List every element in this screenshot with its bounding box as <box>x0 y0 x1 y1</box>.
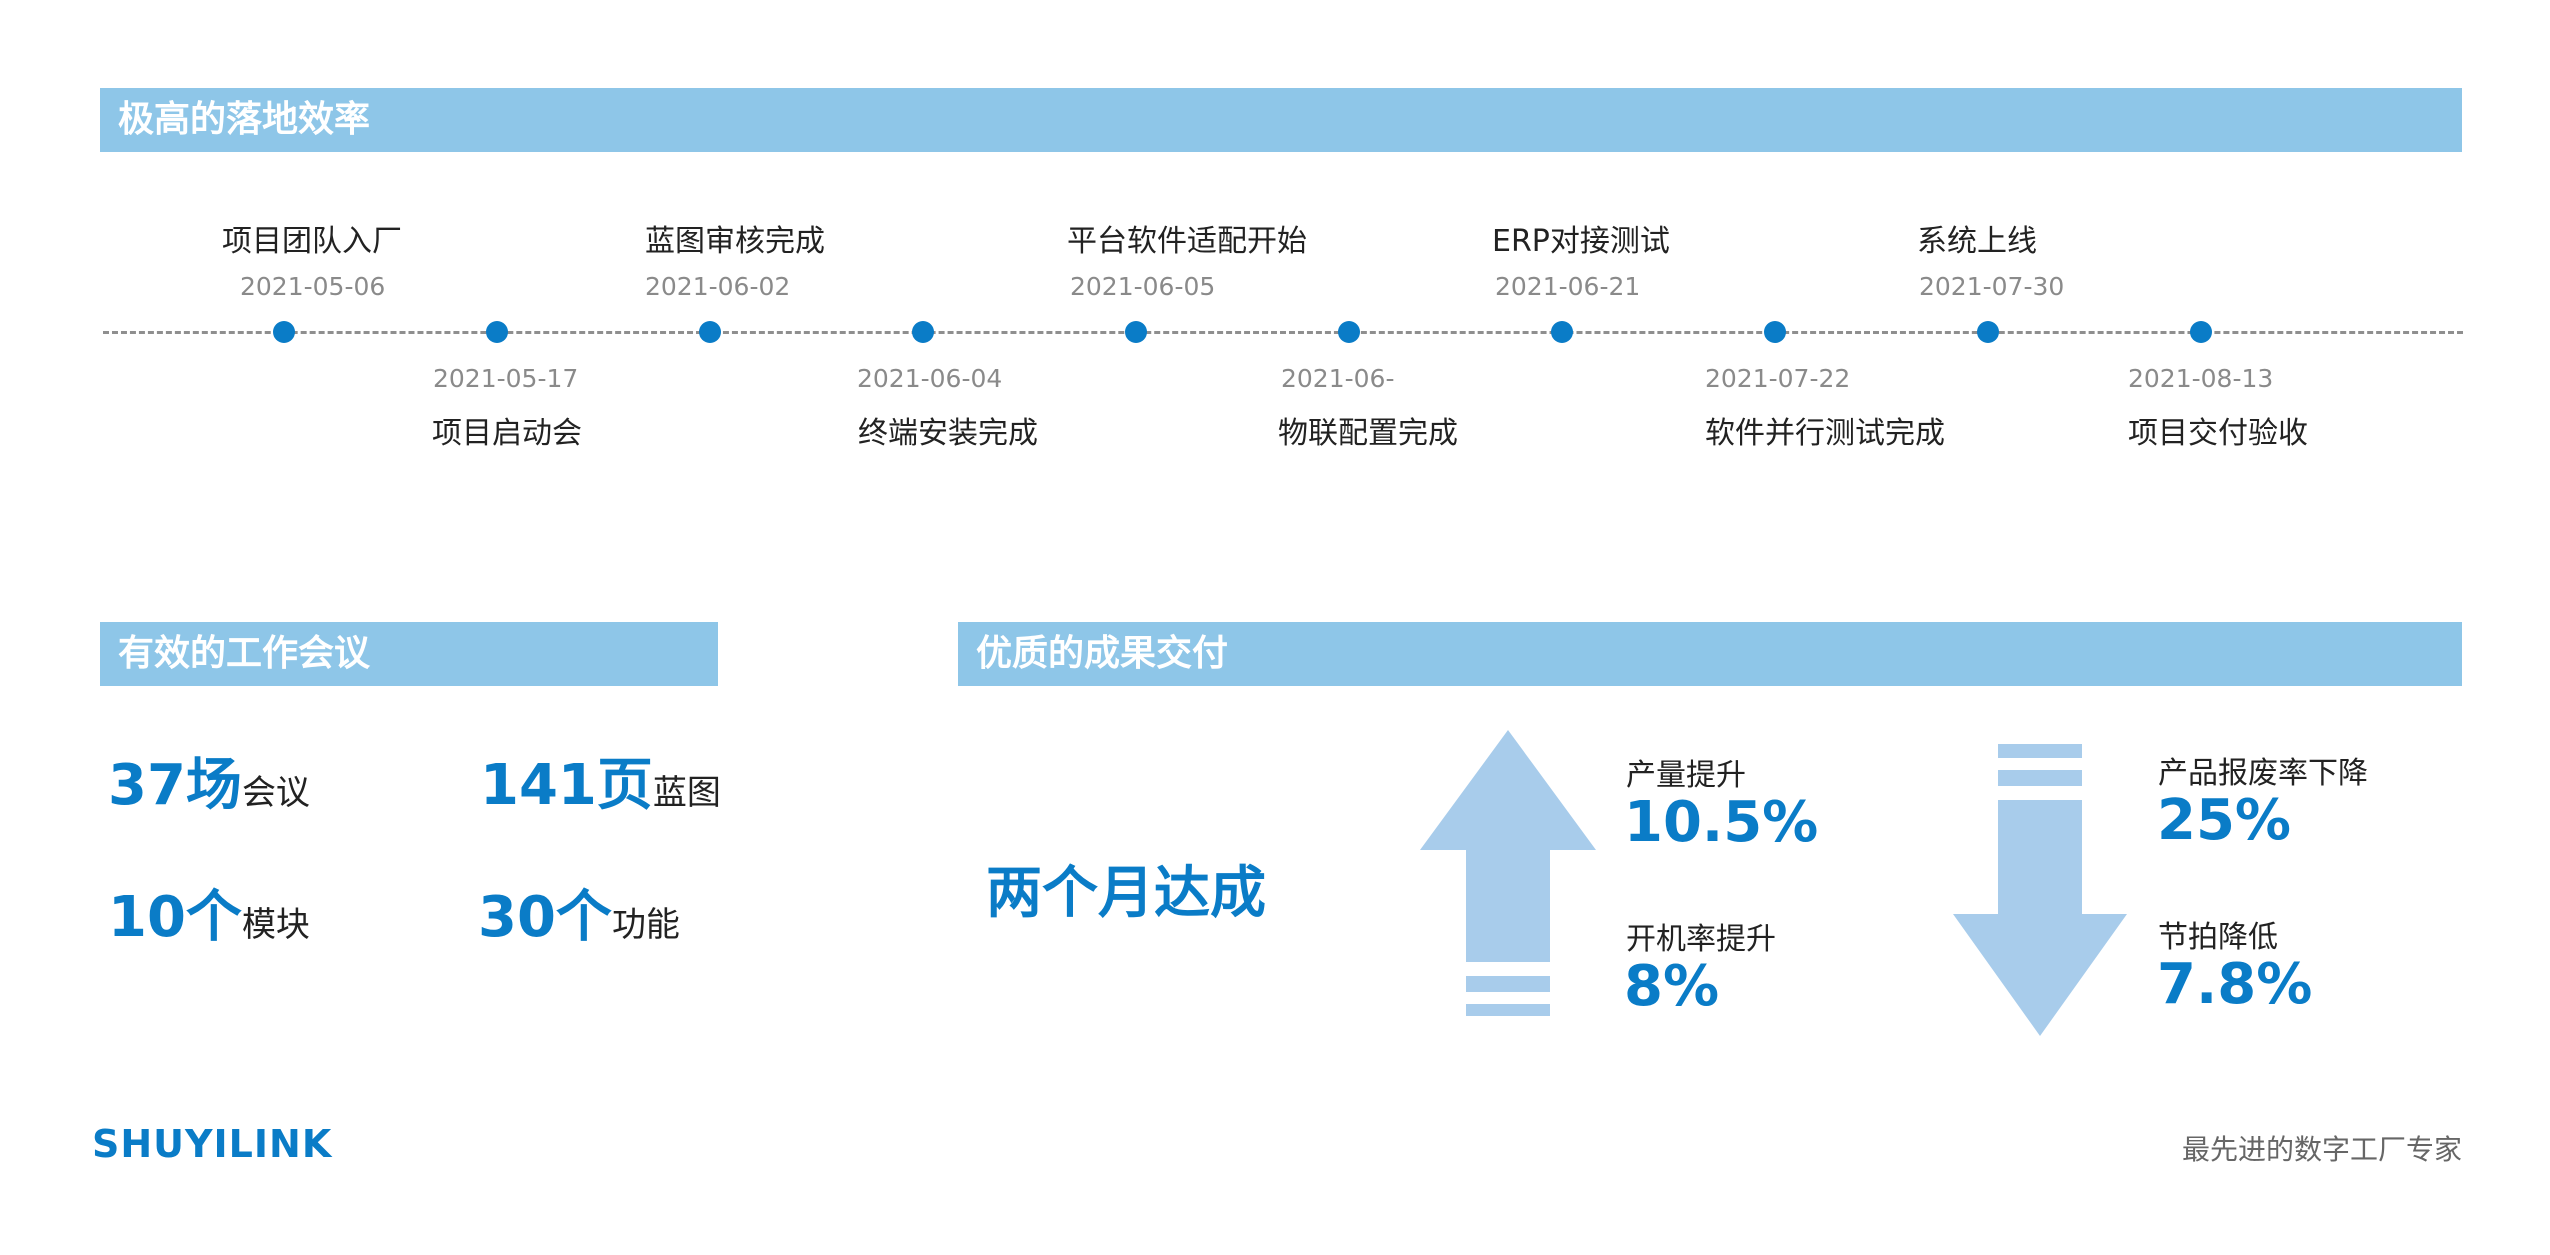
metric-value: 25% <box>2157 788 2292 853</box>
milestone-title: 项目交付验收 <box>2128 416 2308 451</box>
metric-value: 10.5% <box>1624 790 1819 855</box>
section-header-efficiency: 极高的落地效率 <box>100 88 2462 152</box>
stat-modules: 10个模块 <box>108 872 310 953</box>
results-headline: 两个月达成 <box>986 861 1266 926</box>
milestone-title: 蓝图审核完成 <box>645 224 825 259</box>
stat-number: 10个 <box>108 885 242 950</box>
milestone-title: 项目团队入厂 <box>222 224 402 259</box>
timeline-dot <box>699 321 721 343</box>
timeline-dot <box>1338 321 1360 343</box>
milestone-date: 2021-07-30 <box>1919 272 2065 301</box>
timeline-dot <box>2190 321 2212 343</box>
arrow-up-icon <box>1420 730 1596 1016</box>
stat-unit: 模块 <box>241 905 310 945</box>
milestone-date: 2021-06-02 <box>645 272 791 301</box>
metric-label: 产量提升 <box>1626 758 1746 793</box>
milestone-title: 平台软件适配开始 <box>1067 224 1307 259</box>
stat-blueprint: 141页蓝图 <box>480 740 721 821</box>
milestone-date: 2021-05-06 <box>240 272 386 301</box>
milestone-date: 2021-06- <box>1281 364 1395 393</box>
metric-label: 开机率提升 <box>1626 922 1776 957</box>
milestone-date: 2021-06-04 <box>857 364 1003 393</box>
milestone-title: 软件并行测试完成 <box>1705 416 1945 451</box>
milestone-date: 2021-06-05 <box>1070 272 1216 301</box>
milestone-date: 2021-08-13 <box>2128 364 2274 393</box>
stat-number: 37场 <box>108 753 242 818</box>
stat-meetings: 37场会议 <box>108 740 310 821</box>
metric-label: 产品报废率下降 <box>2158 756 2368 791</box>
timeline-dot <box>1764 321 1786 343</box>
brand-logo: SHUYILINK <box>92 1122 333 1166</box>
stat-unit: 会议 <box>241 773 310 813</box>
stat-number: 141页 <box>480 753 653 818</box>
metric-value: 8% <box>1624 954 1720 1019</box>
timeline-dot <box>1125 321 1147 343</box>
milestone-title: 系统上线 <box>1917 224 2037 259</box>
milestone-date: 2021-07-22 <box>1705 364 1851 393</box>
stat-functions: 30个功能 <box>478 872 680 953</box>
timeline-axis <box>103 331 2463 334</box>
timeline-dot <box>1551 321 1573 343</box>
timeline-dot <box>1977 321 1999 343</box>
milestone-title: 项目启动会 <box>432 416 582 451</box>
metric-value: 7.8% <box>2157 952 2313 1017</box>
stat-number: 30个 <box>478 885 612 950</box>
section-header-meetings: 有效的工作会议 <box>100 622 718 686</box>
section-header-results: 优质的成果交付 <box>958 622 2462 686</box>
milestone-title: 终端安装完成 <box>858 416 1038 451</box>
timeline-dot <box>912 321 934 343</box>
stat-unit: 蓝图 <box>652 773 721 813</box>
footer-tagline: 最先进的数字工厂专家 <box>2181 1133 2462 1166</box>
timeline-dot <box>273 321 295 343</box>
stat-unit: 功能 <box>611 905 680 945</box>
milestone-title: 物联配置完成 <box>1278 416 1458 451</box>
milestone-date: 2021-06-21 <box>1495 272 1641 301</box>
timeline-dot <box>486 321 508 343</box>
milestone-title: ERP对接测试 <box>1492 224 1670 259</box>
arrow-down-icon <box>1953 744 2127 1036</box>
milestone-date: 2021-05-17 <box>433 364 579 393</box>
metric-label: 节拍降低 <box>2158 920 2278 955</box>
